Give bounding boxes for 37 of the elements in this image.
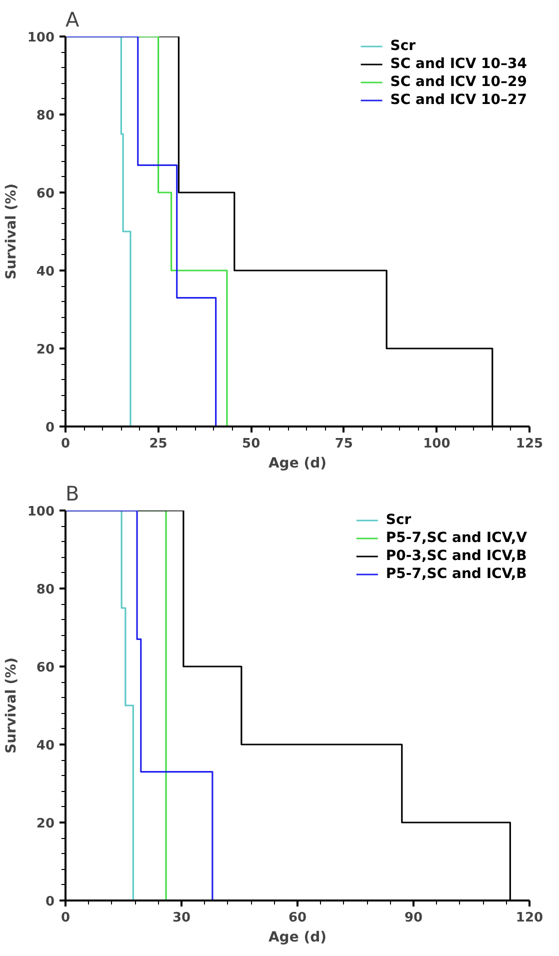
y-tick-label: 0 [45, 894, 54, 910]
y-tick-label: 100 [27, 504, 55, 520]
x-tick-label: 120 [516, 910, 544, 926]
x-tick-label: 75 [334, 436, 353, 452]
x-tick-label: 50 [242, 436, 260, 452]
y-tick-label: 80 [36, 108, 55, 124]
legend-label: P5-7,SC and ICV,B [386, 566, 527, 582]
y-tick-label: 60 [36, 660, 55, 676]
x-axis-title: Age (d) [268, 456, 327, 472]
legend-label: Scr [390, 38, 416, 54]
x-tick-label: 90 [404, 910, 423, 926]
legend-label: SC and ICV 10–29 [390, 74, 527, 90]
chart-title: B [66, 482, 80, 506]
x-tick-label: 0 [60, 910, 70, 926]
x-tick-label: 0 [60, 436, 70, 452]
x-tick-label: 30 [172, 910, 191, 926]
legend-label: P5-7,SC and ICV,V [386, 530, 527, 546]
y-axis-title: Survival (%) [3, 184, 20, 280]
y-tick-label: 100 [27, 30, 55, 46]
y-axis-title: Survival (%) [3, 658, 20, 754]
legend-label: Scr [386, 512, 412, 528]
x-tick-label: 100 [423, 436, 450, 452]
x-tick-label: 125 [516, 436, 544, 452]
y-tick-label: 40 [36, 264, 55, 280]
x-tick-label: 25 [149, 436, 168, 452]
chart-title: A [66, 8, 80, 32]
x-tick-label: 60 [288, 910, 307, 926]
y-tick-label: 20 [36, 342, 55, 358]
y-tick-label: 80 [36, 582, 55, 598]
x-axis-title: Age (d) [268, 930, 327, 946]
legend-label: P0-3,SC and ICV,B [386, 548, 527, 564]
y-tick-label: 20 [36, 816, 55, 832]
legend-label: SC and ICV 10–34 [390, 56, 527, 72]
y-tick-label: 0 [45, 420, 54, 436]
legend-label: SC and ICV 10–27 [390, 92, 527, 108]
y-tick-label: 60 [36, 186, 55, 202]
y-tick-label: 40 [36, 738, 55, 754]
